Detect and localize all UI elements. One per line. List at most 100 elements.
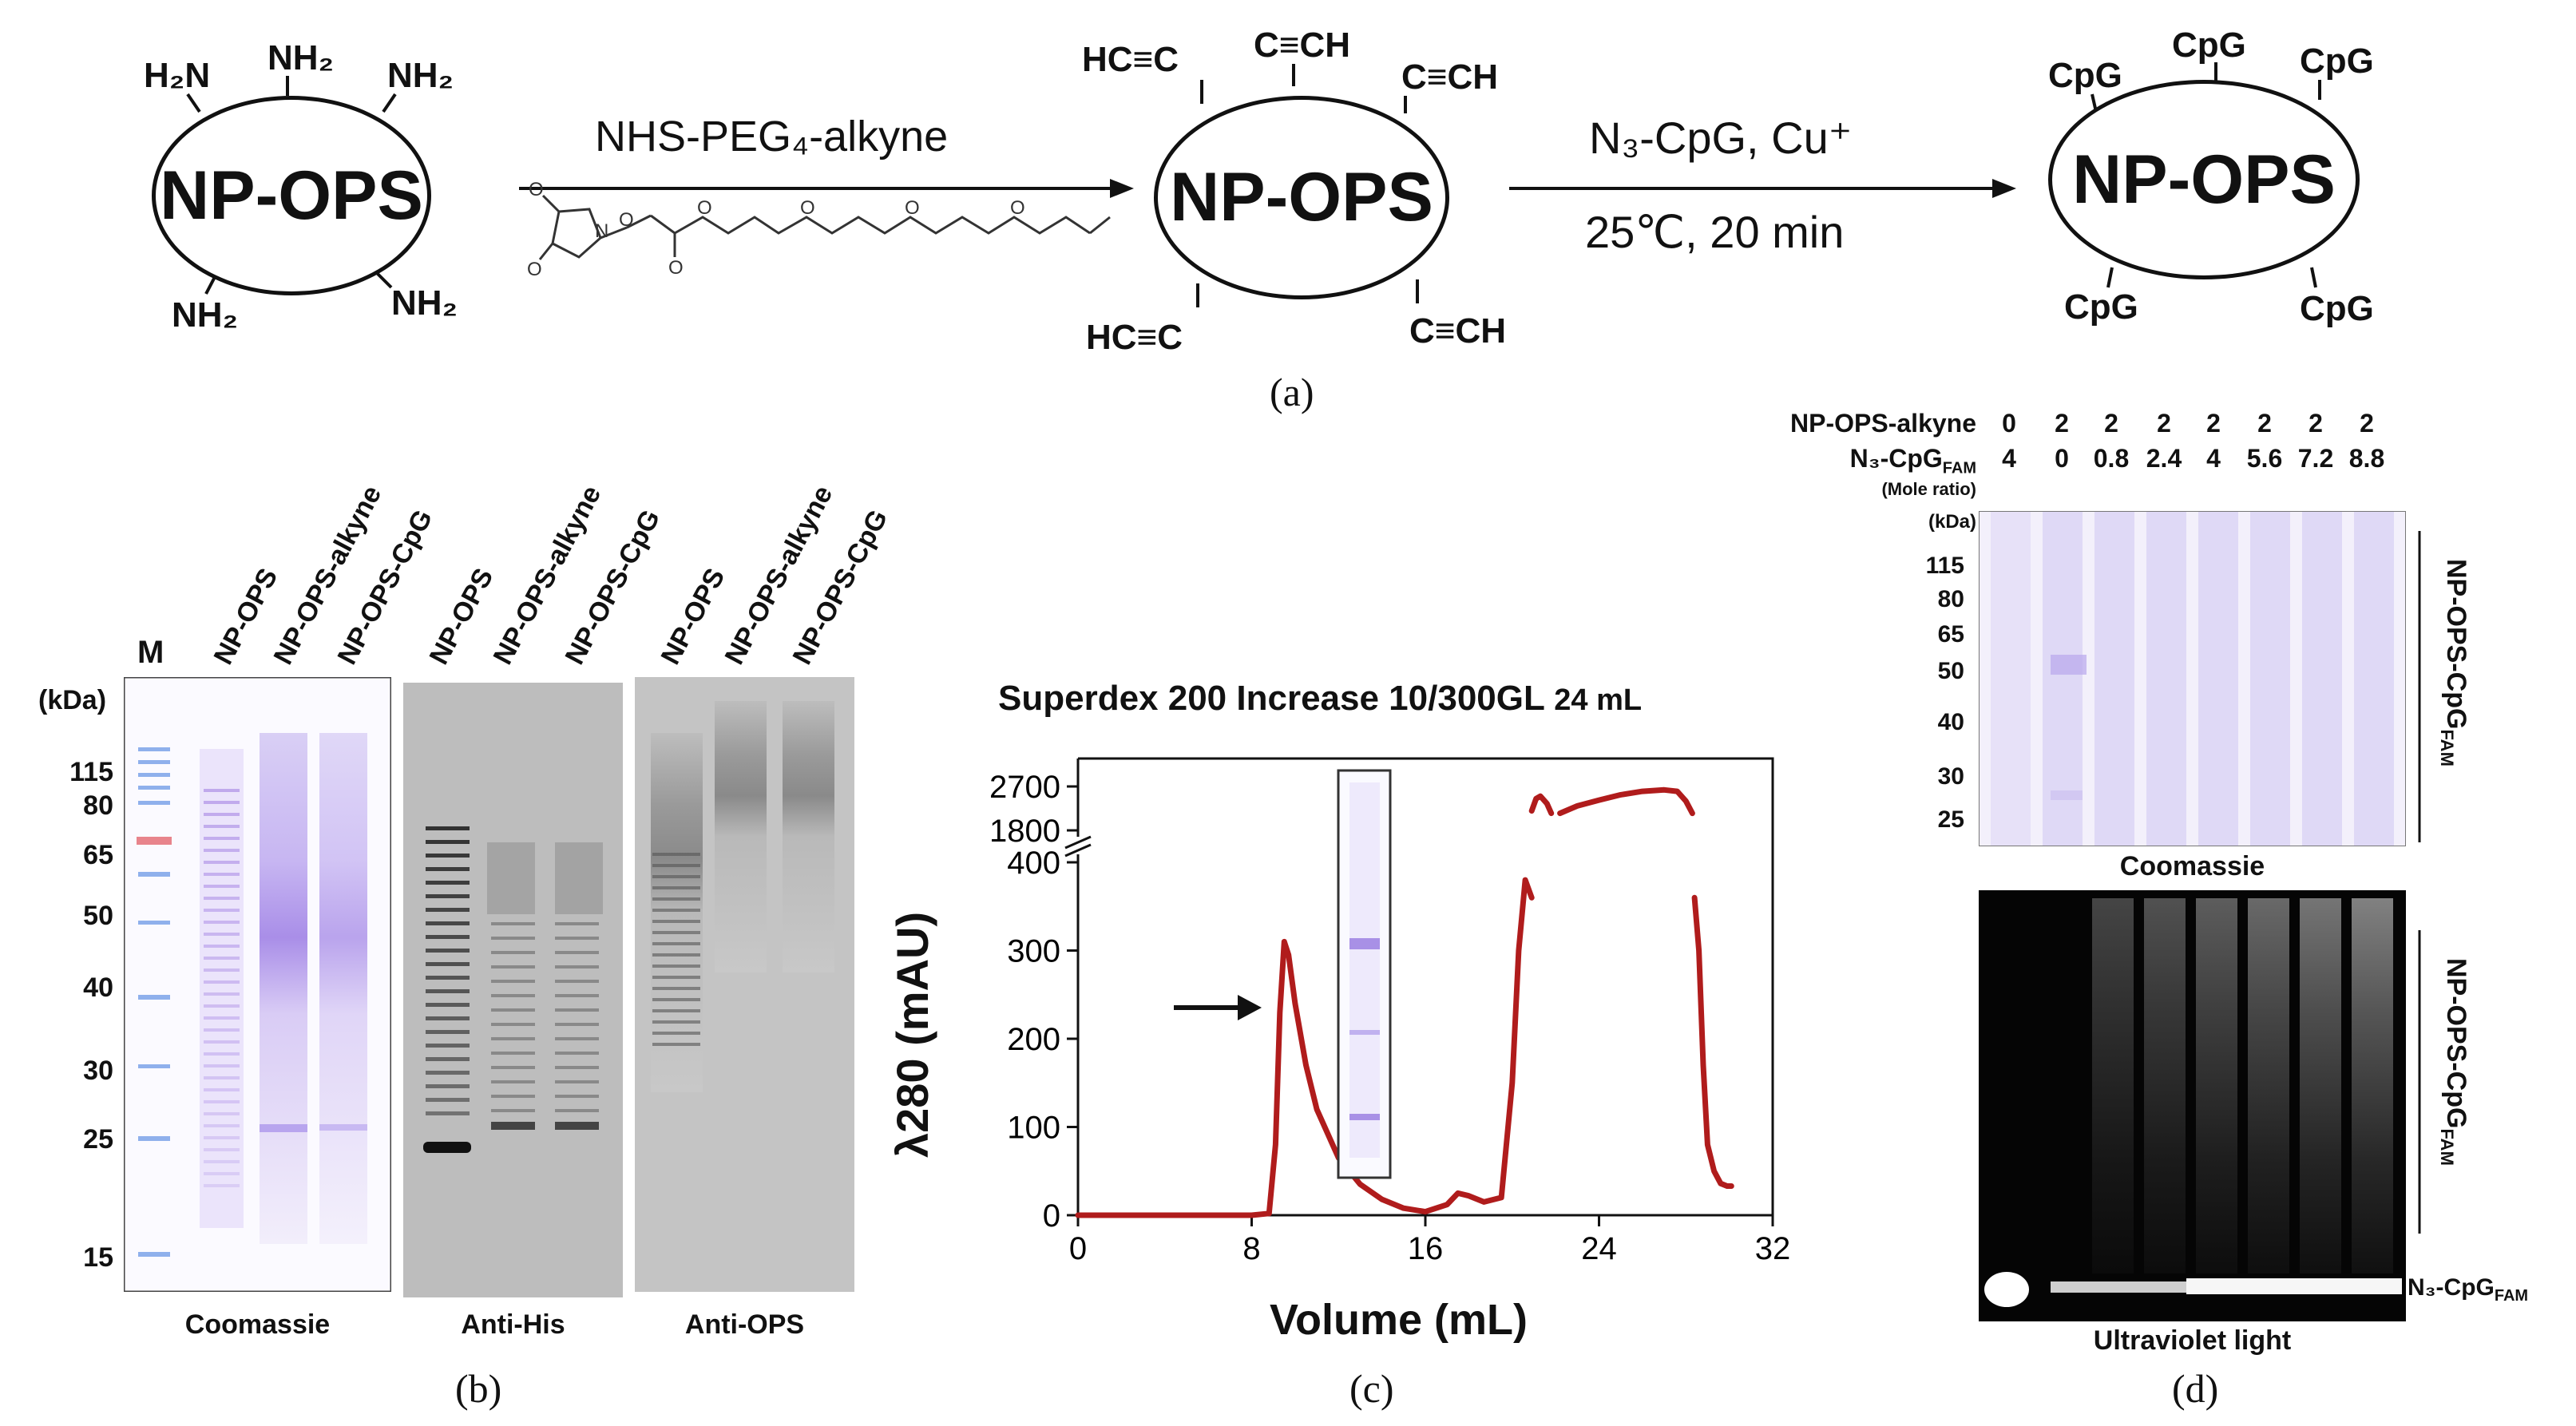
axis-break-mark — [1064, 835, 1092, 850]
np-ops-label-2: NP-OPS — [1170, 159, 1433, 236]
blot-band — [491, 937, 535, 940]
gel-band — [204, 992, 240, 996]
lane-value: 2 — [2055, 409, 2069, 438]
uv-lane — [2248, 898, 2289, 1273]
np3-group-2: CpG — [2172, 26, 2246, 65]
row1-label: NP-OPS-alkyne — [1790, 409, 1976, 438]
uv-lane — [2092, 898, 2134, 1273]
np3-group-5: CpG — [2300, 289, 2374, 328]
coomassie-bands — [124, 677, 391, 1292]
blot-band — [426, 921, 470, 925]
side-label-top-sub: FAM — [2437, 729, 2458, 766]
kda-label-d: (kDa) — [1928, 511, 1976, 533]
blot-band — [555, 1008, 599, 1012]
blot-band — [555, 1037, 599, 1040]
gel-band — [204, 968, 240, 972]
y-tick-label: 2700 — [989, 770, 1060, 805]
mw-d-40: 40 — [1937, 709, 1964, 735]
blot-band — [491, 1095, 535, 1098]
panel-a-label: (a) — [1270, 370, 1314, 414]
blot-band — [426, 1098, 470, 1102]
chart-x-axis-label: Volume (mL) — [1270, 1296, 1528, 1344]
blot-band — [555, 922, 599, 925]
np2-group-3: C≡CH — [1401, 57, 1498, 97]
blot-band — [426, 894, 470, 898]
mw-65: 65 — [83, 840, 113, 870]
anti-ops-bands — [651, 701, 834, 1092]
row2-label-sub: FAM — [1942, 459, 1976, 477]
gel-band — [204, 1100, 240, 1103]
x-tick-label: 8 — [1242, 1231, 1260, 1266]
blot-band — [491, 922, 535, 925]
gel-band — [204, 801, 240, 804]
gel-band — [204, 1076, 240, 1079]
blot-band — [652, 931, 700, 934]
uv-lane — [2352, 898, 2393, 1273]
anti-ops-blot — [635, 677, 854, 1292]
chart-title-main: Superdex 200 Increase 10/300GL — [998, 679, 1545, 718]
svg-text:O: O — [800, 197, 815, 219]
blot-band — [555, 994, 599, 997]
mw-50: 50 — [83, 901, 113, 931]
blot-band — [426, 854, 470, 858]
blot-band — [652, 920, 700, 923]
lane-value: 2 — [2257, 409, 2272, 438]
blot-band — [652, 965, 700, 968]
np3-group-4: CpG — [2064, 287, 2138, 327]
uv-lane — [2196, 898, 2237, 1273]
blot-band — [426, 949, 470, 953]
np1-group-2: NH₂ — [268, 38, 335, 77]
svg-text:O: O — [668, 257, 684, 279]
lane-value: 0 — [2002, 409, 2016, 438]
gel-band — [204, 945, 240, 948]
lane-value: 5.6 — [2246, 444, 2283, 473]
mw-d-115: 115 — [1925, 553, 1964, 579]
caption-uv: Ultraviolet light — [2093, 1325, 2292, 1356]
gel-band — [204, 921, 240, 924]
coomassie-gel-d — [1979, 511, 2406, 846]
anti-his-bands — [423, 826, 603, 1153]
gel-band — [204, 825, 240, 828]
np1-group-5: NH₂ — [391, 283, 458, 323]
np-ops-particle-1: NP-OPS — [152, 96, 431, 295]
blot-band — [555, 1066, 599, 1069]
uv-lane — [2144, 898, 2186, 1273]
blot-band — [491, 980, 535, 983]
gel-band — [204, 1040, 240, 1044]
x-tick-label: 16 — [1408, 1231, 1444, 1266]
svg-text:N: N — [595, 220, 608, 242]
arrow2-condition-label: 25℃, 20 min — [1585, 207, 1845, 257]
gel-lane — [2198, 511, 2238, 846]
side-label-bottom-sub: FAM — [2437, 1128, 2458, 1166]
blot-band — [555, 1052, 599, 1055]
mw-d-30: 30 — [1937, 763, 1964, 790]
blot-band — [652, 953, 700, 957]
gel-band — [204, 885, 240, 888]
gel-band — [204, 1064, 240, 1068]
np-ops-label-1: NP-OPS — [160, 156, 423, 234]
svg-text:O: O — [527, 259, 542, 280]
inset-gel — [1337, 769, 1392, 1179]
blot-band — [555, 1023, 599, 1026]
np-ops-particle-2: NP-OPS — [1154, 96, 1449, 299]
blot-band — [426, 1057, 470, 1061]
side-brackets — [2418, 531, 2421, 1234]
y-tick-label: 200 — [1007, 1022, 1060, 1057]
lane-value: 4 — [2206, 444, 2221, 473]
svg-text:O: O — [619, 209, 634, 231]
uv-gel-bands — [1984, 898, 2402, 1307]
free-cpg-label-sub: FAM — [2494, 1287, 2529, 1305]
anti-his-blot — [403, 683, 623, 1297]
blot-band — [426, 1084, 470, 1088]
gel-band — [204, 861, 240, 864]
gel-band — [204, 1004, 240, 1008]
blot-band — [555, 937, 599, 940]
y-tick-label: 0 — [1043, 1198, 1060, 1234]
x-tick-label: 0 — [1069, 1231, 1087, 1266]
np2-group-5: C≡CH — [1409, 311, 1506, 351]
blot-band — [426, 840, 470, 844]
side-label-top-main: NP-OPS-CpG — [2441, 559, 2471, 730]
blot-band — [426, 962, 470, 966]
lane-value: 2 — [2360, 409, 2374, 438]
blot-band — [652, 1043, 700, 1046]
